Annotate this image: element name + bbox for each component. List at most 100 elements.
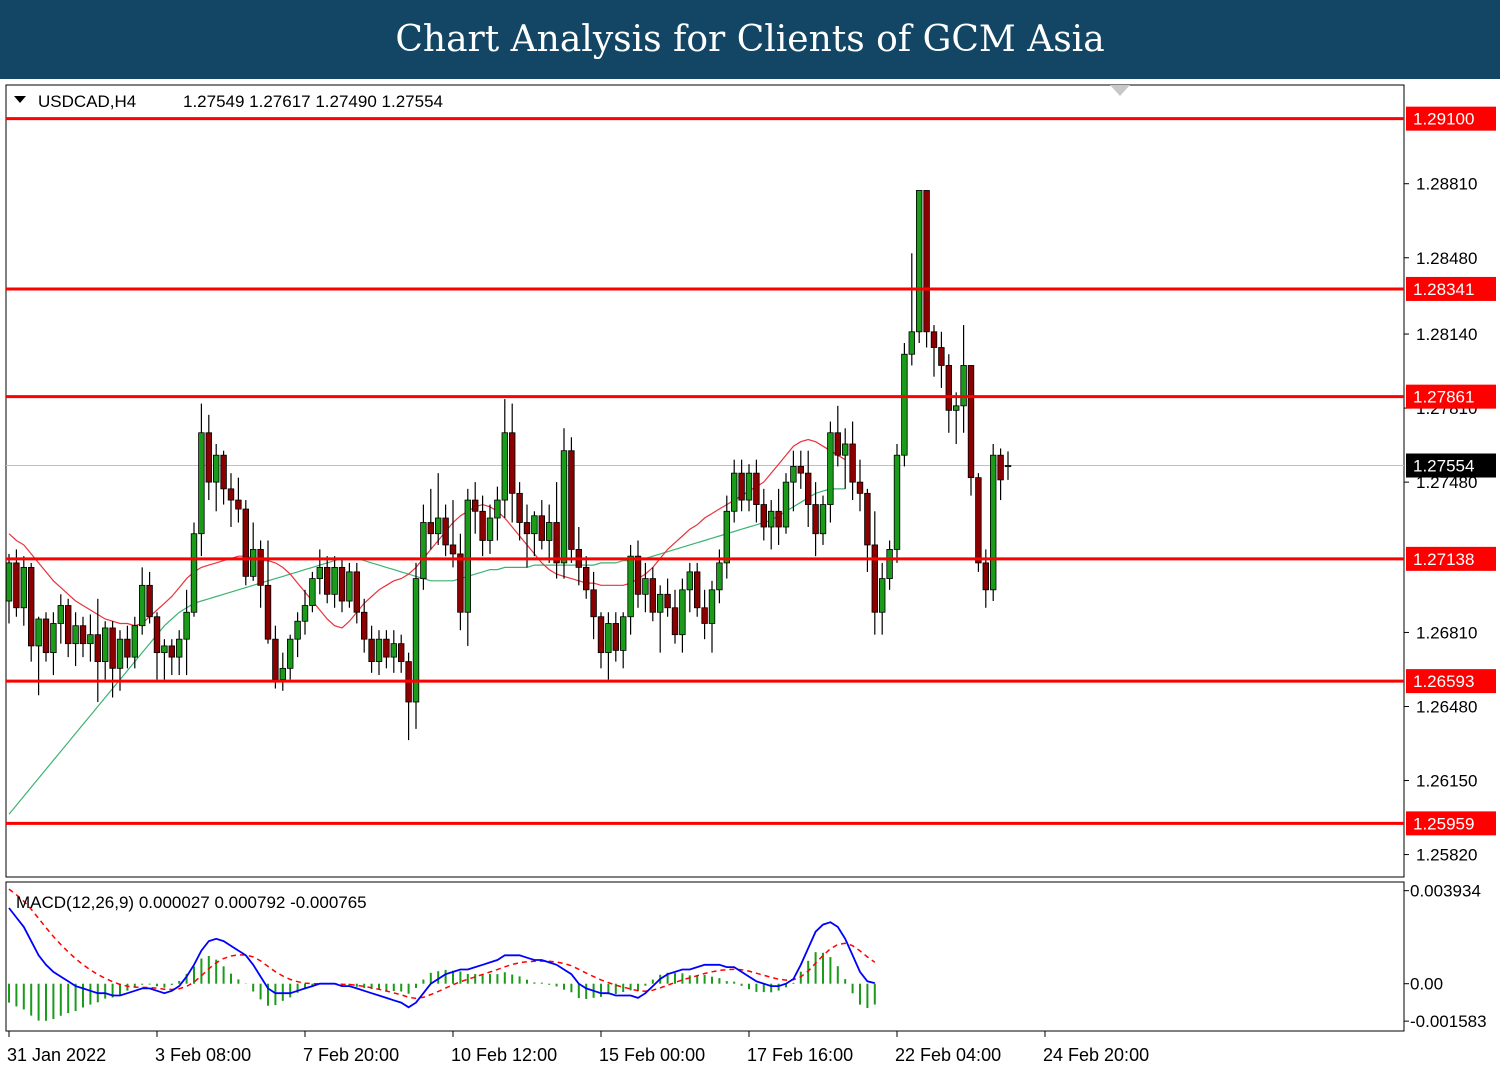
candle-bull	[842, 443, 849, 456]
candle-bear	[168, 645, 175, 658]
candle-bull	[731, 472, 738, 512]
candle-bull	[346, 571, 353, 602]
candle-bear	[871, 544, 878, 613]
ma-fast-line	[8, 438, 846, 629]
price-tick-label: 1.26480	[1416, 697, 1477, 716]
candle-bear	[664, 593, 671, 609]
price-tick-label: 1.26810	[1416, 623, 1477, 642]
level-tag	[1406, 276, 1496, 301]
price-tick-label: 1.28480	[1416, 249, 1477, 268]
ma-slow-line	[8, 488, 846, 815]
candle-bull	[183, 611, 190, 640]
candle-bull	[1004, 465, 1012, 468]
candle-bear	[457, 553, 464, 613]
level-tag	[1406, 669, 1496, 694]
candle-bull	[212, 454, 220, 483]
candle-bull	[286, 638, 294, 669]
candle-bear	[945, 365, 952, 411]
candle-bear	[805, 472, 812, 505]
time-tick-label: 22 Feb 04:00	[895, 1045, 1001, 1065]
candle-bear	[79, 625, 87, 645]
candle-bull	[116, 638, 124, 669]
time-tick-label: 24 Feb 20:00	[1043, 1045, 1149, 1065]
candle-bull	[908, 331, 915, 355]
candle-bull	[819, 504, 827, 535]
price-panel	[5, 84, 1405, 878]
candle-bear	[220, 454, 227, 490]
candle-bear	[242, 508, 249, 577]
candle-bear	[982, 562, 989, 591]
macd-label: MACD(12,26,9) 0.000027 0.000792 -0.00076…	[16, 893, 367, 912]
current-price-tag	[1406, 453, 1496, 478]
candle-bull	[309, 578, 316, 606]
banner-title: Chart Analysis for Clients of GCM Asia	[395, 19, 1105, 60]
time-tick-label: 7 Feb 20:00	[303, 1045, 399, 1065]
candle-bear	[738, 472, 745, 501]
candle-bear	[146, 584, 153, 618]
candle-bull	[301, 605, 309, 622]
macd-signal-line	[8, 888, 876, 1000]
candle-bull	[546, 522, 553, 541]
candle-bear	[13, 562, 20, 609]
candle-bear	[427, 522, 434, 535]
candle-bull	[723, 510, 730, 564]
candle-bull	[827, 432, 834, 505]
price-tick-label: 1.27480	[1416, 473, 1477, 492]
candle-bull	[375, 638, 383, 663]
candle-bull	[679, 589, 686, 636]
candle-bear	[864, 492, 871, 546]
candle-bear	[649, 578, 656, 613]
candle-bear	[27, 566, 35, 647]
candle-bear	[353, 571, 360, 613]
level-tag-label: 1.27861	[1413, 388, 1474, 407]
candle-bear	[523, 522, 531, 535]
candle-bear	[849, 443, 856, 483]
candle-bull	[464, 499, 471, 613]
time-tick-label: 17 Feb 16:00	[747, 1045, 853, 1065]
candle-bull	[790, 466, 797, 483]
candle-bull	[901, 353, 908, 456]
candle-bull	[960, 365, 967, 407]
candle-bull	[434, 517, 442, 535]
time-tick-label: 3 Feb 08:00	[155, 1045, 251, 1065]
macd-panel	[5, 881, 1405, 1032]
candle-bear	[553, 522, 560, 564]
candle-bear	[923, 190, 930, 333]
candle-bear	[516, 492, 523, 523]
candle-bear	[338, 566, 346, 602]
macd-tick-label: -0.001583	[1410, 1012, 1487, 1031]
candle-bull	[279, 667, 286, 680]
candle-bear	[834, 432, 841, 456]
candle-bull	[50, 623, 57, 654]
candle-bear	[583, 566, 590, 591]
candle-bear	[930, 331, 938, 348]
candle-bear	[471, 499, 479, 512]
candle-bear	[272, 638, 279, 680]
price-tick-label: 1.28140	[1416, 325, 1477, 344]
banner	[0, 0, 1500, 79]
candle-bear	[775, 510, 782, 528]
candle-bull	[390, 643, 397, 658]
candle-bear	[508, 432, 516, 494]
level-tag-label: 1.26593	[1413, 672, 1474, 691]
candle-bull	[190, 533, 198, 613]
macd-tick-label: 0.00	[1410, 975, 1443, 994]
candle-bear	[227, 488, 235, 501]
candle-bear	[568, 450, 575, 550]
candle-bull	[657, 593, 664, 613]
candle-bear	[538, 515, 545, 541]
candle-bull	[916, 190, 923, 333]
time-tick-label: 15 Feb 00:00	[599, 1045, 705, 1065]
candle-bull	[412, 578, 420, 703]
candle-bull	[531, 515, 538, 535]
candle-bull	[35, 618, 42, 647]
axes: 1.288101.284801.281401.278101.274801.268…	[7, 106, 1496, 1065]
candle-bear	[694, 571, 701, 609]
candle-bull	[102, 627, 109, 663]
candle-bull	[620, 616, 627, 651]
candle-bull	[161, 645, 168, 654]
candle-bull	[294, 620, 301, 640]
candle-bull	[131, 625, 138, 658]
dropdown-triangle-icon[interactable]	[14, 96, 26, 103]
level-tag	[1406, 811, 1496, 836]
